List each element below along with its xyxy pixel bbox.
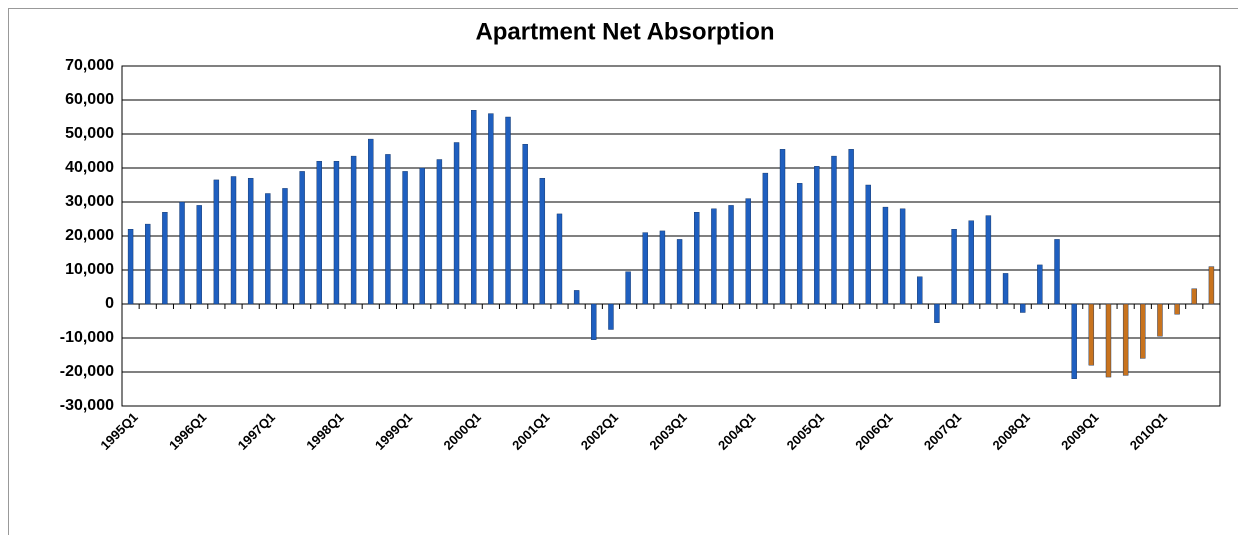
bar: [934, 303, 940, 323]
bar: [471, 109, 477, 305]
y-tick-label: -10,000: [60, 329, 114, 346]
bar: [694, 211, 700, 305]
bar: [145, 223, 151, 305]
bar: [899, 208, 906, 305]
bar: [814, 166, 820, 305]
y-tick-label: -30,000: [60, 397, 114, 414]
y-tick-label: 10,000: [65, 261, 114, 278]
bar: [522, 143, 528, 305]
plot-border: [121, 65, 1221, 407]
bar: [368, 138, 374, 305]
bar: [917, 276, 923, 305]
bar: [608, 303, 614, 330]
bar: [796, 183, 803, 305]
bar: [625, 271, 631, 305]
y-tick-label: 30,000: [65, 193, 114, 210]
bar: [642, 232, 648, 305]
bar: [539, 177, 546, 305]
bar: [882, 206, 889, 305]
bar: [591, 303, 597, 340]
bar: [1054, 239, 1060, 305]
bar: [745, 198, 751, 305]
bar: [488, 113, 494, 305]
bar: [282, 188, 288, 305]
bar: [333, 160, 340, 305]
chart-title: Apartment Net Absorption: [475, 18, 774, 45]
bar: [230, 176, 237, 305]
bar: [728, 205, 734, 305]
y-tick-label: 20,000: [65, 227, 114, 244]
bar: [1208, 266, 1215, 305]
bar: [762, 172, 769, 305]
bar: [1191, 288, 1197, 305]
y-tick-label: 0: [105, 295, 114, 312]
bar: [1037, 264, 1043, 305]
bar: [247, 177, 254, 305]
y-tick-label: 70,000: [65, 57, 114, 74]
y-tick-label: 40,000: [65, 159, 114, 176]
bar: [402, 171, 408, 305]
bar: [179, 201, 185, 305]
bar: [1020, 303, 1026, 313]
bar: [1122, 303, 1129, 376]
bar: [659, 230, 666, 305]
bar: [127, 228, 134, 305]
bar: [213, 179, 220, 305]
bar: [968, 220, 974, 305]
bar: [419, 167, 425, 305]
bar: [1002, 273, 1009, 305]
bar: [299, 171, 305, 305]
bar: [1140, 303, 1146, 359]
bar: [436, 159, 443, 305]
bar: [985, 215, 992, 305]
y-tick-label: 60,000: [65, 91, 114, 108]
bar: [505, 116, 511, 305]
bar: [573, 290, 580, 305]
bar: [316, 160, 322, 305]
bar: [831, 155, 837, 305]
bar: [1174, 303, 1180, 315]
bar: [779, 149, 786, 305]
bar: [162, 211, 168, 305]
bar: [1071, 303, 1077, 380]
y-tick-label: -20,000: [60, 363, 114, 380]
bar: [1105, 303, 1112, 378]
bar: [453, 142, 460, 305]
bar: [848, 149, 854, 305]
y-tick-label: 50,000: [65, 125, 114, 142]
bar: [711, 208, 717, 305]
bar: [951, 228, 957, 305]
bar: [350, 155, 357, 305]
bar: [385, 154, 391, 305]
bar: [676, 239, 683, 305]
bar: [865, 184, 871, 305]
chart-frame: [8, 8, 1238, 535]
bar: [1088, 303, 1095, 366]
bar: [1157, 303, 1163, 337]
bar: [556, 213, 563, 305]
bar: [196, 205, 202, 305]
bar: [265, 193, 271, 305]
